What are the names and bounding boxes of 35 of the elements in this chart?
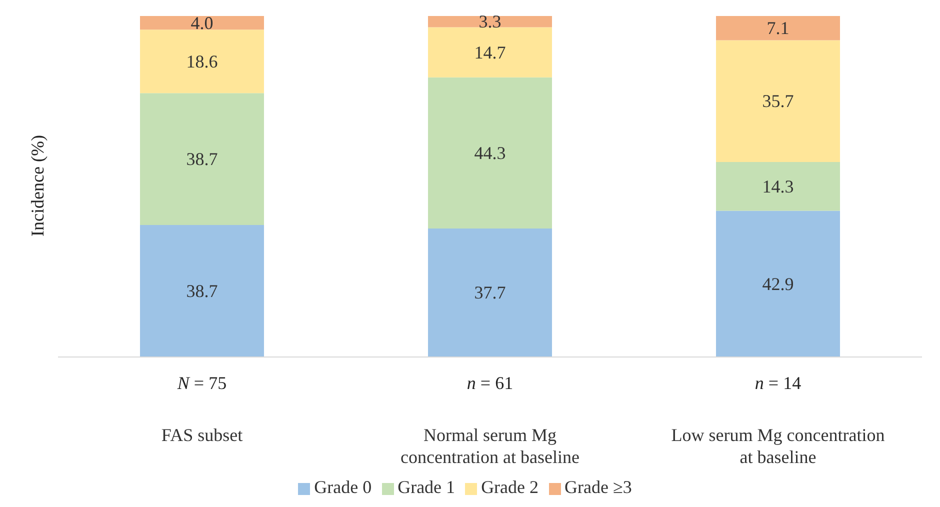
legend-label: Grade 2 (481, 477, 539, 497)
legend-label: Grade ≥3 (564, 477, 632, 497)
x-tick-label: Low serum Mg concentration at baseline (671, 425, 885, 467)
data-label: 35.7 (762, 91, 794, 112)
data-label: 38.7 (186, 149, 218, 170)
data-label: 3.3 (478, 12, 502, 32)
data-label: 4.0 (190, 12, 214, 33)
data-label: 14.7 (474, 42, 506, 62)
data-label: 38.7 (186, 281, 218, 302)
text: n = 61 (466, 373, 514, 393)
bar (428, 228, 552, 357)
bar (140, 30, 264, 94)
bar (716, 210, 840, 357)
bar (140, 93, 264, 226)
bar (140, 16, 264, 30)
bar (140, 225, 264, 357)
data-label: 18.6 (186, 51, 218, 72)
x-tick-label: FAS subset (161, 425, 243, 445)
text: N = 75 (176, 373, 227, 393)
data-label: 14.3 (762, 176, 794, 196)
text: n = 14 (754, 373, 802, 393)
y-axis-title: Incidence (%) (27, 135, 48, 236)
data-label: 37.7 (474, 282, 506, 303)
data-label: 44.3 (474, 142, 506, 163)
bar (716, 40, 840, 162)
bar (428, 16, 552, 28)
x-tick-label: Normal serum Mg concentration at baseline (400, 425, 580, 467)
legend-label: Grade 0 (314, 477, 372, 497)
data-label: 42.9 (762, 274, 794, 294)
bar (428, 77, 552, 228)
bar (716, 162, 840, 211)
data-label: 7.1 (766, 18, 790, 38)
bar (716, 16, 840, 40)
bar (428, 27, 552, 78)
legend-label: Grade 1 (398, 477, 456, 497)
